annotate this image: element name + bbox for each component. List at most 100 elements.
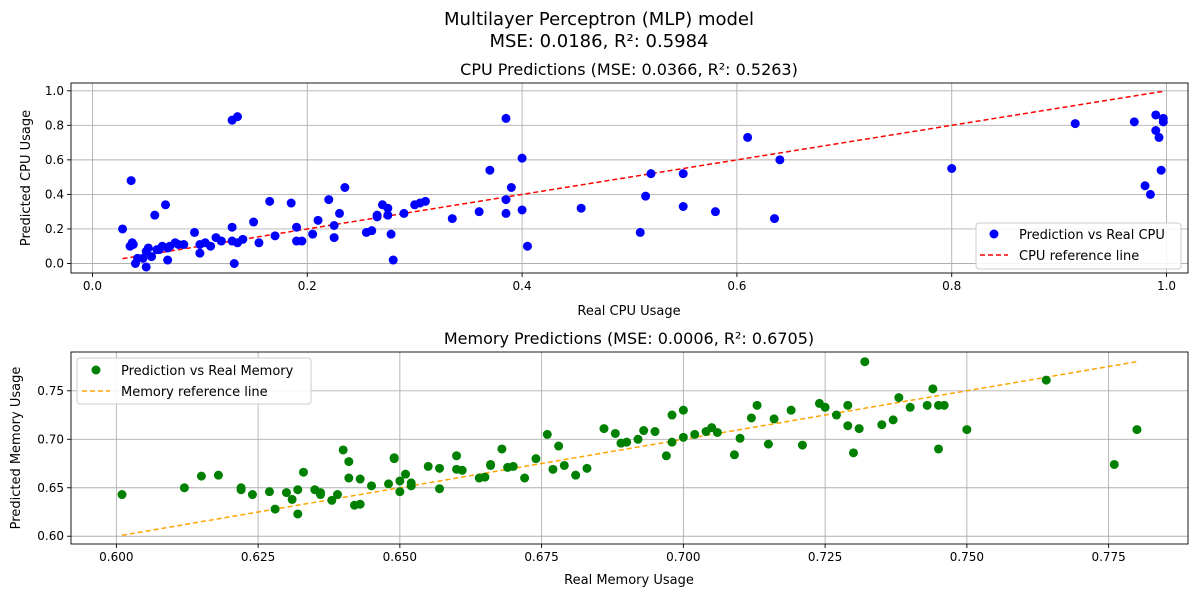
memory-data-point — [559, 460, 569, 470]
memory-data-point — [854, 424, 864, 434]
memory-reference-line-path — [121, 360, 1138, 537]
memory-data-point — [571, 470, 581, 480]
cpu-data-point — [1145, 189, 1155, 199]
memory-data-point — [452, 451, 462, 461]
memory-data-point — [843, 400, 853, 410]
memory-data-point — [1109, 459, 1119, 469]
memory-data-point — [287, 494, 297, 504]
cpu-data-point — [150, 210, 160, 220]
cpu-data-point — [386, 229, 396, 239]
cpu-data-point — [947, 164, 957, 173]
memory-ticks: 0.600 0.625 0.650 0.675 0.700 0.725 0.750 0.775… — [37, 384, 1126, 564]
cpu-data-point — [141, 262, 151, 272]
cpu-data-point — [506, 183, 516, 192]
cpu-data-point — [501, 113, 511, 123]
memory-data-point — [786, 405, 796, 415]
memory-data-point — [355, 474, 365, 484]
memory-data-point — [633, 434, 643, 444]
memory-data-point — [486, 459, 496, 469]
cpu-x-tick-label: 0.2 — [298, 279, 317, 293]
memory-data-point — [735, 433, 745, 443]
memory-data-point — [667, 437, 677, 447]
memory-data-point — [270, 504, 280, 514]
memory-data-point — [752, 400, 762, 410]
memory-y-tick-label: 0.60 — [37, 529, 64, 543]
cpu-data-point — [340, 183, 350, 192]
cpu-data-point — [249, 217, 259, 227]
cpu-data-point — [286, 198, 296, 208]
memory-data-point — [117, 490, 127, 500]
memory-data-point — [610, 428, 620, 438]
cpu-data-point — [195, 248, 205, 258]
memory-legend-marker — [91, 365, 101, 375]
cpu-data-point — [313, 215, 323, 225]
memory-data-point — [894, 393, 904, 403]
memory-data-point — [423, 461, 433, 471]
memory-data-point — [962, 425, 972, 435]
memory-data-point — [520, 473, 530, 483]
memory-data-point — [639, 426, 649, 436]
cpu-data-point — [1151, 110, 1161, 120]
cpu-data-point — [238, 234, 248, 244]
cpu-points — [118, 110, 1168, 272]
cpu-data-point — [227, 236, 237, 246]
memory-points — [117, 357, 1142, 519]
memory-data-point — [797, 440, 807, 450]
cpu-grid — [71, 83, 1188, 273]
memory-data-point — [452, 464, 462, 474]
cpu-legend-line-label: CPU reference line — [1019, 249, 1139, 264]
cpu-x-tick-label: 1.0 — [1157, 279, 1176, 293]
cpu-data-point — [678, 202, 688, 211]
cpu-panel-title: CPU Predictions (MSE: 0.0366, R²: 0.5263… — [460, 60, 798, 79]
cpu-data-point — [769, 214, 779, 224]
memory-legend-scatter-label: Prediction vs Real Memory — [121, 364, 294, 379]
memory-data-point — [503, 462, 513, 472]
cpu-data-point — [522, 241, 532, 251]
memory-data-point — [435, 484, 445, 494]
memory-data-point — [888, 415, 898, 425]
memory-reference-line — [121, 360, 1138, 537]
cpu-y-tick-label: 0.0 — [45, 257, 64, 271]
memory-data-point — [264, 487, 274, 497]
memory-data-point — [389, 453, 399, 463]
memory-data-point — [934, 444, 944, 454]
memory-data-point — [293, 485, 303, 495]
cpu-data-point — [163, 243, 173, 253]
memory-data-point — [599, 424, 609, 434]
cpu-data-point — [190, 227, 200, 237]
memory-data-point — [338, 445, 348, 455]
memory-data-point — [820, 402, 830, 412]
memory-data-point — [542, 429, 552, 439]
memory-x-tick-label: 0.675 — [524, 550, 558, 564]
cpu-data-point — [485, 165, 495, 175]
memory-data-point — [661, 451, 671, 461]
cpu-data-point — [232, 112, 242, 122]
memory-data-point — [650, 427, 660, 437]
memory-data-point — [877, 420, 887, 430]
memory-x-tick-label: 0.625 — [241, 550, 275, 564]
memory-data-point — [247, 490, 257, 500]
memory-data-point — [928, 384, 938, 394]
memory-data-point — [179, 483, 189, 493]
cpu-data-point — [383, 210, 393, 220]
memory-data-point — [905, 402, 915, 412]
cpu-data-point — [641, 191, 651, 201]
memory-legend-line-label: Memory reference line — [121, 385, 268, 400]
memory-data-point — [554, 441, 564, 451]
memory-y-tick-label: 0.75 — [37, 384, 64, 398]
memory-data-point — [763, 439, 773, 449]
cpu-y-tick-label: 0.8 — [45, 118, 64, 132]
cpu-legend: Prediction vs Real CPU CPU reference lin… — [975, 222, 1182, 270]
memory-data-point — [548, 464, 558, 474]
memory-data-point — [582, 463, 592, 473]
cpu-data-point — [292, 222, 302, 232]
memory-data-point — [769, 414, 779, 424]
suptitle-line2: MSE: 0.0186, R²: 0.5984 — [489, 31, 708, 52]
memory-x-tick-label: 0.775 — [1091, 550, 1125, 564]
memory-data-point — [384, 479, 394, 489]
cpu-data-point — [710, 207, 720, 217]
cpu-legend-box — [975, 222, 1182, 270]
cpu-data-point — [517, 153, 527, 163]
cpu-data-point — [388, 255, 398, 265]
cpu-data-point — [517, 205, 527, 215]
